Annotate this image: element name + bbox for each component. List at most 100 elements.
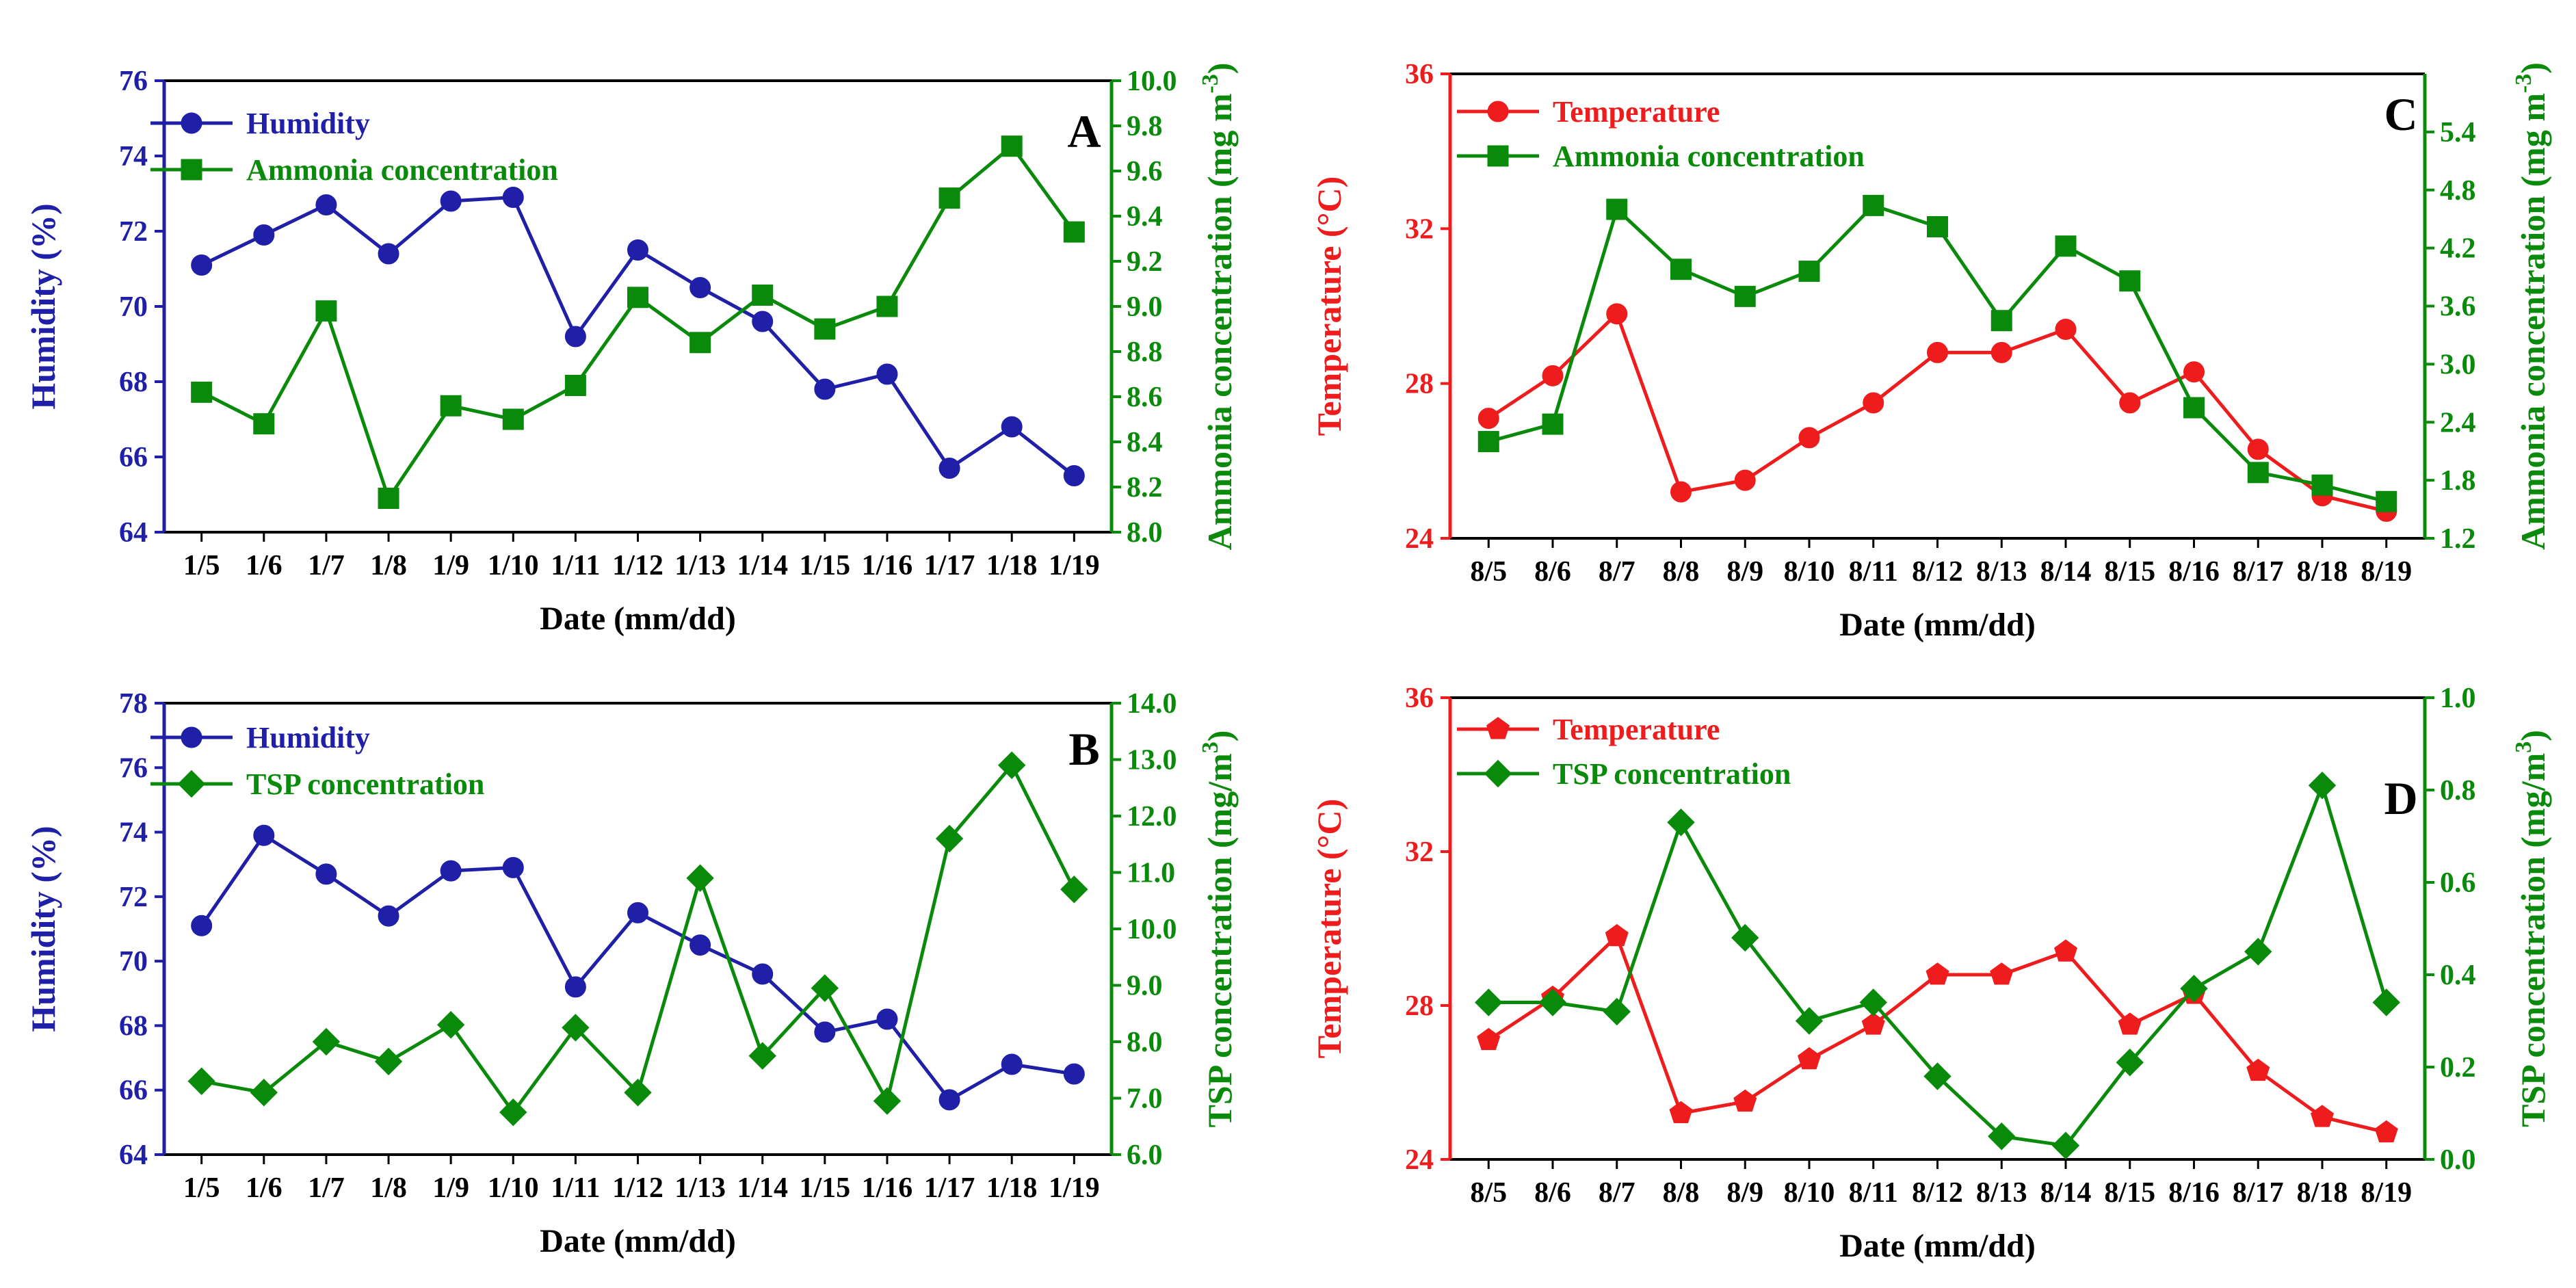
data-point — [1990, 341, 2012, 363]
x-tick-label: 1/16 — [862, 1172, 913, 1204]
data-point — [1988, 1122, 2016, 1151]
series-line-1 — [200, 196, 1075, 477]
legend-marker — [177, 770, 206, 798]
right-axis-label-sup: -3 — [1198, 74, 1223, 93]
legend-entry: Humidity — [246, 721, 370, 754]
data-point — [2376, 490, 2397, 512]
data-point — [2372, 988, 2400, 1016]
right-tick-label: 14.0 — [1127, 688, 1177, 720]
data-point — [191, 915, 213, 936]
legend-marker — [1484, 759, 1512, 788]
right-tick-label: 9.2 — [1127, 246, 1163, 278]
data-point — [876, 1008, 898, 1030]
panel-letter: B — [1068, 723, 1099, 775]
data-point — [378, 243, 399, 265]
x-tick-label: 8/11 — [1849, 1177, 1898, 1209]
data-point — [564, 326, 586, 347]
right-tick-label: 0.2 — [2440, 1052, 2476, 1083]
left-tick-label: 70 — [119, 946, 148, 977]
data-point — [2311, 474, 2333, 496]
left-axis-label: Temperature (°C) — [1310, 799, 1348, 1059]
data-point — [440, 190, 462, 212]
data-point — [253, 224, 275, 246]
right-tick-label: 9.8 — [1127, 111, 1163, 142]
data-point — [1475, 988, 1503, 1016]
data-point — [1060, 876, 1088, 904]
right-tick-label: 11.0 — [1127, 858, 1175, 889]
data-point — [873, 1087, 902, 1115]
right-tick-label: 9.4 — [1127, 201, 1163, 233]
x-tick-label: 1/10 — [488, 1172, 539, 1204]
right-tick-label: 8.4 — [1127, 427, 1163, 458]
data-point — [378, 488, 399, 509]
right-tick-label: 8.0 — [1127, 1027, 1163, 1058]
x-tick-label: 8/17 — [2233, 1177, 2284, 1209]
right-tick-label: 9.0 — [1127, 971, 1163, 1002]
data-point — [814, 378, 836, 400]
right-tick-label: 4.8 — [2440, 175, 2476, 207]
right-axis-label-main: TSP concentration (mg/m — [1200, 753, 1239, 1127]
data-point — [564, 976, 586, 998]
data-point — [2119, 270, 2141, 292]
x-tick-label: 1/11 — [551, 1172, 600, 1204]
panel-letter: A — [1067, 105, 1101, 157]
data-point — [187, 1067, 215, 1095]
data-point — [1734, 285, 1756, 307]
data-point — [2311, 1105, 2334, 1127]
right-axis-label-end: ) — [1200, 731, 1239, 742]
right-axis-label-sup: 3 — [1198, 741, 1223, 753]
x-tick-label: 1/6 — [246, 550, 282, 581]
data-point — [1670, 259, 1692, 280]
right-axis-label-end: ) — [1200, 63, 1239, 75]
right-tick-label: 0.0 — [2440, 1144, 2476, 1176]
data-point — [1477, 431, 1499, 453]
left-tick-label: 66 — [119, 442, 148, 473]
right-tick-label: 10.0 — [1127, 914, 1177, 945]
right-tick-label: 1.8 — [2440, 465, 2476, 497]
x-axis-label: Date (mm/dd) — [1839, 1228, 2036, 1264]
x-tick-label: 8/8 — [1663, 556, 1700, 588]
data-point — [1001, 1053, 1023, 1075]
data-point — [2246, 1058, 2270, 1081]
left-tick-label: 68 — [119, 1010, 148, 1042]
data-point — [2055, 235, 2077, 257]
right-tick-label: 3.0 — [2440, 349, 2476, 380]
right-axis-label-end: ) — [2514, 730, 2552, 741]
data-point — [1990, 962, 2014, 985]
data-point — [1606, 303, 1628, 325]
data-point — [2118, 1012, 2142, 1035]
left-tick-label: 64 — [119, 1140, 148, 1171]
legend-marker — [1487, 145, 1509, 167]
data-point — [1606, 198, 1628, 220]
x-tick-label: 8/9 — [1726, 1177, 1763, 1209]
data-point — [1863, 392, 1884, 414]
data-point — [1538, 988, 1567, 1016]
right-axis-label-sup: 3 — [2511, 741, 2536, 753]
right-axis-label: Ammonia concentration (mg m-3) — [1198, 63, 1239, 551]
left-tick-label: 28 — [1405, 369, 1434, 400]
data-point — [998, 751, 1026, 779]
legend-entry: Humidity — [246, 107, 370, 140]
data-point — [2051, 1131, 2080, 1159]
data-point — [2054, 939, 2077, 962]
right-tick-label: 1.0 — [2440, 683, 2476, 714]
x-tick-label: 8/19 — [2361, 1177, 2412, 1209]
data-point — [1859, 988, 1887, 1016]
x-axis-label: Date (mm/dd) — [1839, 607, 2036, 643]
data-point — [1795, 1007, 1824, 1035]
data-point — [1001, 135, 1023, 157]
x-tick-label: 1/8 — [370, 550, 407, 581]
data-point — [1731, 923, 1759, 952]
data-point — [502, 408, 524, 430]
right-tick-label: 6.0 — [1127, 1140, 1163, 1171]
data-point — [1477, 1027, 1501, 1051]
right-tick-label: 8.8 — [1127, 337, 1163, 368]
legend-entry: Ammonia concentration — [1553, 140, 1865, 173]
legend-marker — [181, 112, 202, 134]
x-tick-label: 8/7 — [1599, 1177, 1635, 1209]
x-tick-label: 8/15 — [2104, 556, 2155, 588]
data-point — [2244, 938, 2272, 966]
data-point — [814, 318, 836, 340]
x-tick-label: 8/13 — [1976, 556, 2027, 588]
data-point — [876, 295, 898, 317]
